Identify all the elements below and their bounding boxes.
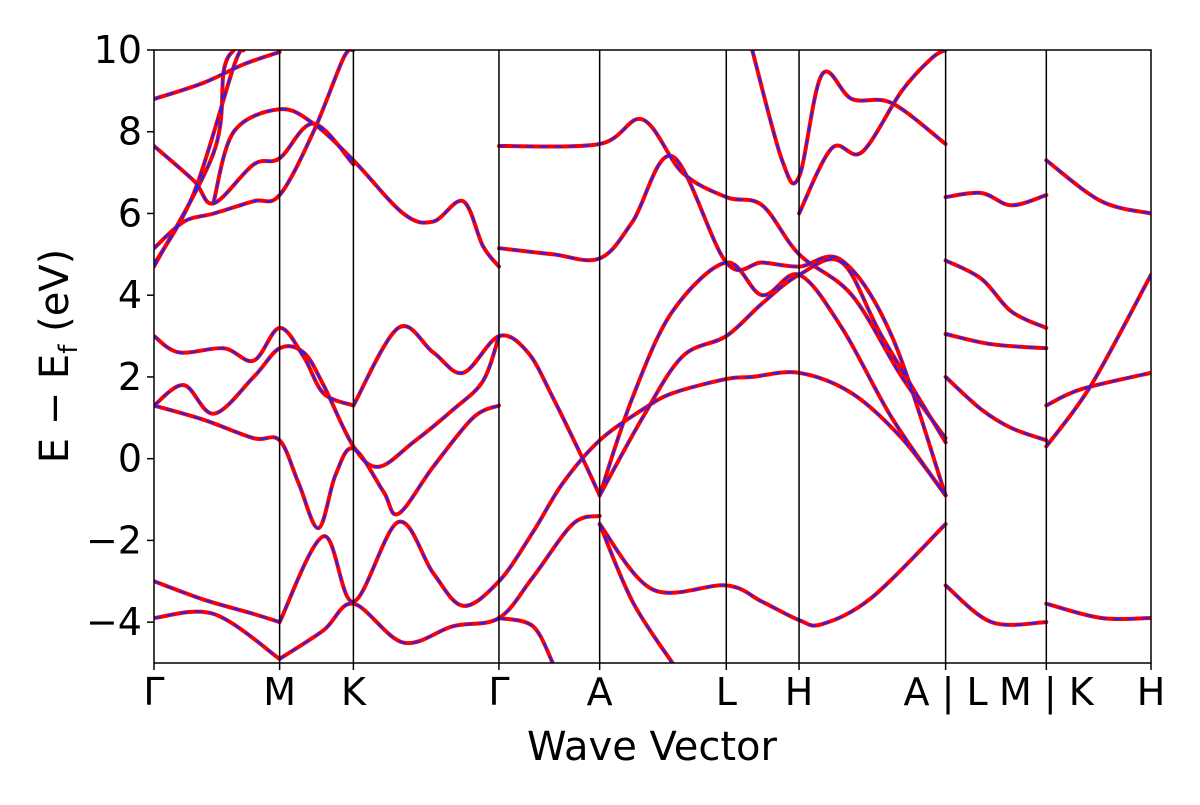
x-tick-label: M bbox=[263, 670, 296, 714]
band-line-dashed-0 bbox=[154, 51, 281, 100]
band-line-dashed-26 bbox=[944, 375, 1048, 442]
band-line-solid-11 bbox=[154, 579, 282, 625]
y-axis-ticks: −4 −2 0 2 4 6 8 10 bbox=[86, 28, 154, 644]
band-line-dashed-16 bbox=[498, 117, 947, 440]
band-line-dashed-6 bbox=[154, 326, 355, 407]
band-line-dashed-13 bbox=[278, 514, 601, 660]
band-line-dashed-21 bbox=[798, 50, 947, 215]
band-line-dashed-2 bbox=[154, 50, 355, 250]
band-line-solid-28 bbox=[1044, 370, 1151, 408]
y-axis-title: E − Ef (eV) bbox=[32, 249, 84, 464]
band-line-dashed-5 bbox=[212, 108, 500, 268]
band-line-dashed-27 bbox=[944, 584, 1048, 626]
y-tick-label: −2 bbox=[86, 518, 142, 562]
band-line-dashed-30 bbox=[1045, 602, 1151, 621]
band-line-dashed-8 bbox=[154, 404, 500, 530]
y-tick-label: 0 bbox=[118, 437, 142, 481]
x-axis-title: Wave Vector bbox=[527, 724, 778, 770]
band-line-dashed-20 bbox=[598, 523, 674, 663]
band-line-dashed-17 bbox=[598, 261, 947, 497]
y-tick-label: 10 bbox=[94, 28, 142, 72]
band-line-dashed-18 bbox=[598, 258, 947, 497]
y-tick-label: −4 bbox=[86, 600, 142, 644]
x-tick-label: K bbox=[341, 670, 367, 714]
band-line-dashed-1 bbox=[154, 122, 355, 205]
band-line-dashed-29 bbox=[1045, 273, 1151, 448]
band-line-solid-14 bbox=[497, 616, 555, 663]
y-tick-label: 8 bbox=[118, 110, 142, 154]
x-tick-label: Γ bbox=[488, 670, 509, 714]
band-line-dashed-10 bbox=[278, 371, 947, 624]
x-tick-label: A | L bbox=[904, 670, 988, 715]
x-tick-label: A bbox=[587, 670, 613, 714]
band-line-dashed-25 bbox=[944, 333, 1048, 350]
x-tick-label: H bbox=[1137, 670, 1166, 714]
plot-frame bbox=[153, 49, 1152, 664]
kpath-vertical-lines bbox=[278, 50, 1048, 663]
band-line-dashed-22 bbox=[751, 50, 947, 185]
x-tick-label: H bbox=[785, 670, 814, 714]
x-tick-label: M | K bbox=[999, 670, 1095, 715]
band-line-dashed-3 bbox=[154, 50, 245, 266]
band-line-dashed-7 bbox=[154, 335, 500, 468]
y-axis-title-unit: (eV) bbox=[32, 249, 78, 345]
band-line-dashed-19 bbox=[598, 523, 947, 627]
band-line-dashed-23 bbox=[944, 191, 1048, 207]
y-axis-title-main: E − E bbox=[32, 354, 78, 464]
y-axis-title-subscript: f bbox=[54, 344, 84, 354]
x-tick-label: Γ bbox=[143, 670, 164, 714]
y-tick-label: 4 bbox=[118, 273, 142, 317]
band-line-dashed-4 bbox=[154, 50, 235, 268]
band-line-dashed-31 bbox=[1045, 159, 1151, 215]
band-line-dashed-24 bbox=[944, 259, 1048, 329]
band-line-dashed-12 bbox=[154, 610, 281, 660]
y-tick-label: 6 bbox=[118, 191, 142, 235]
x-tick-label: L bbox=[716, 670, 737, 714]
y-tick-label: 2 bbox=[118, 355, 142, 399]
